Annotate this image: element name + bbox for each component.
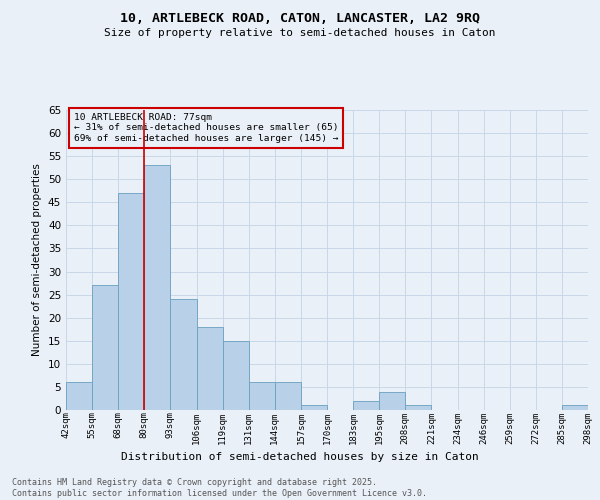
Bar <box>92 286 118 410</box>
Bar <box>66 382 92 410</box>
Text: 10, ARTLEBECK ROAD, CATON, LANCASTER, LA2 9RQ: 10, ARTLEBECK ROAD, CATON, LANCASTER, LA… <box>120 12 480 26</box>
Bar <box>223 341 249 410</box>
Bar <box>562 406 588 410</box>
Bar <box>249 382 275 410</box>
Text: Size of property relative to semi-detached houses in Caton: Size of property relative to semi-detach… <box>104 28 496 38</box>
Bar <box>379 392 406 410</box>
Bar <box>301 406 327 410</box>
Text: 10 ARTLEBECK ROAD: 77sqm
← 31% of semi-detached houses are smaller (65)
69% of s: 10 ARTLEBECK ROAD: 77sqm ← 31% of semi-d… <box>74 113 338 143</box>
Text: Contains HM Land Registry data © Crown copyright and database right 2025.
Contai: Contains HM Land Registry data © Crown c… <box>12 478 427 498</box>
Bar <box>118 193 145 410</box>
Bar <box>145 166 170 410</box>
Bar <box>197 327 223 410</box>
Y-axis label: Number of semi-detached properties: Number of semi-detached properties <box>32 164 43 356</box>
Text: Distribution of semi-detached houses by size in Caton: Distribution of semi-detached houses by … <box>121 452 479 462</box>
Bar <box>353 401 379 410</box>
Bar <box>170 299 197 410</box>
Bar <box>275 382 301 410</box>
Bar <box>406 406 431 410</box>
